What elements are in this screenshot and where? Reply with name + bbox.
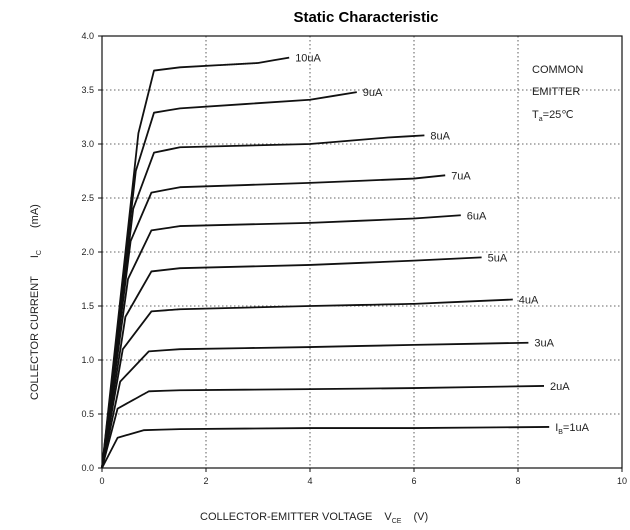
series-label-3uA: 3uA — [534, 338, 554, 350]
annotation-sub: a — [539, 116, 543, 123]
y-tick-label: 4.0 — [81, 31, 94, 41]
x-axis-label-main: COLLECTOR-EMITTER VOLTAGE — [200, 511, 372, 523]
x-tick-label: 4 — [307, 476, 312, 486]
series-line-5uA — [101, 256, 482, 469]
series-line-9uA — [101, 91, 357, 469]
annotation-box: COMMON EMITTER Ta=25℃ — [532, 64, 583, 123]
series-line-6uA — [101, 214, 461, 469]
series-line-8uA — [101, 134, 425, 469]
grid — [102, 36, 622, 468]
annotation-line1: COMMON — [532, 64, 583, 76]
series-label-1uA: IB=1uA — [555, 422, 589, 436]
y-tick-label: 3.0 — [81, 139, 94, 149]
series-line-10uA — [101, 56, 290, 469]
series-labels: IB=1uA 2uA 3uA 4uA 5uA 6uA 7uA 8uA 9uA 10uA — [295, 53, 589, 436]
x-tick-label: 2 — [203, 476, 208, 486]
x-axis-label-sub: CE — [392, 518, 402, 525]
y-axis-label-unit: (mA) — [29, 204, 41, 228]
x-axis-label-unit: (V) — [413, 511, 428, 523]
x-axis-label: COLLECTOR-EMITTER VOLTAGE VCE (V) — [200, 511, 428, 525]
series-label-4uA: 4uA — [519, 295, 539, 307]
series-label-9uA: 9uA — [363, 87, 383, 99]
annotation-value: =25℃ — [543, 109, 574, 121]
y-tick-label: 1.5 — [81, 301, 94, 311]
series-line-2uA — [101, 385, 545, 469]
series-line-1uA — [101, 426, 550, 469]
series-label-2uA: 2uA — [550, 381, 570, 393]
series-line-4uA — [101, 298, 513, 469]
x-tick-label: 6 — [411, 476, 416, 486]
y-axis-label: COLLECTOR CURRENT IC (mA) — [29, 204, 43, 400]
x-tick-label: 0 — [99, 476, 104, 486]
y-axis-label-sub: C — [36, 250, 43, 255]
annotation-line3: Ta=25℃ — [532, 109, 574, 123]
y-tick-label: 0.5 — [81, 409, 94, 419]
y-axis-label-symbol: I — [29, 255, 41, 258]
series-lines — [101, 56, 550, 469]
series-label-10uA: 10uA — [295, 53, 321, 65]
x-tick-label: 10 — [617, 476, 627, 486]
annotation-line2: EMITTER — [532, 86, 580, 98]
axis-ticks: 0 2 4 6 8 10 0.0 0.5 1.0 1.5 2.0 2.5 3.0 3.5 4.0 — [81, 31, 627, 486]
y-tick-label: 1.0 — [81, 355, 94, 365]
y-tick-label: 0.0 — [81, 463, 94, 473]
series-line-3uA — [101, 341, 529, 469]
y-tick-label: 3.5 — [81, 85, 94, 95]
series-label-8uA: 8uA — [430, 130, 450, 142]
chart-title: Static Characteristic — [293, 9, 438, 26]
y-tick-label: 2.5 — [81, 193, 94, 203]
x-axis-label-symbol: V — [384, 511, 392, 523]
series-label-6uA: 6uA — [467, 210, 487, 222]
y-axis-label-main: COLLECTOR CURRENT — [29, 276, 41, 400]
x-tick-label: 8 — [515, 476, 520, 486]
y-tick-label: 2.0 — [81, 247, 94, 257]
annotation-symbol: T — [532, 109, 539, 121]
series-line-7uA — [101, 174, 446, 469]
series-label-5uA: 5uA — [488, 252, 508, 264]
series-label-7uA: 7uA — [451, 170, 471, 182]
